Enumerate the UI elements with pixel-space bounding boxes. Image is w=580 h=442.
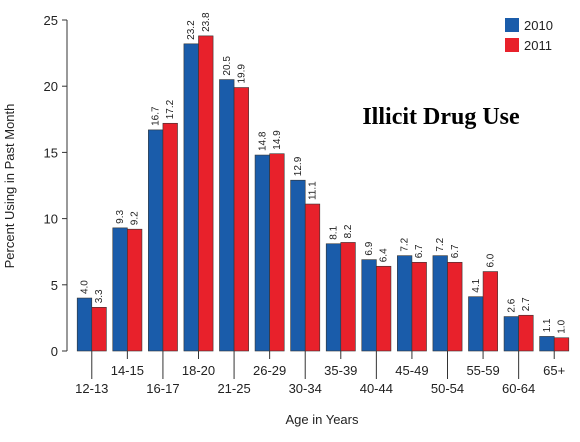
y-tick-label: 5 (51, 278, 58, 293)
value-label: 2.6 (506, 298, 517, 312)
x-tick-label: 26-29 (253, 363, 286, 378)
legend-label: 2010 (524, 18, 553, 33)
value-label: 8.2 (343, 224, 354, 238)
bar (198, 35, 214, 352)
x-tick-label: 16-17 (146, 381, 179, 396)
x-tick-label: 21-25 (217, 381, 250, 396)
value-label: 12.9 (293, 156, 304, 176)
bar (91, 307, 107, 352)
value-label: 1.1 (542, 318, 553, 332)
value-label: 9.3 (115, 210, 126, 224)
bar (233, 87, 249, 352)
x-tick-label: 18-20 (182, 363, 215, 378)
x-tick-label: 50-54 (431, 381, 464, 396)
x-tick-label: 65+ (543, 363, 565, 378)
value-label: 3.3 (94, 289, 105, 303)
bar (127, 228, 143, 352)
value-label: 7.2 (435, 237, 446, 251)
x-axis-label: Age in Years (285, 412, 359, 427)
value-label: 6.9 (364, 241, 375, 255)
value-label: 14.9 (272, 130, 283, 150)
bar (112, 227, 128, 352)
y-tick-label: 15 (44, 145, 58, 160)
x-tick-label: 60-64 (502, 381, 535, 396)
value-label: 14.8 (257, 131, 268, 151)
bar (553, 337, 570, 352)
value-label: 16.7 (151, 106, 162, 126)
value-label: 4.1 (471, 278, 482, 292)
value-label: 11.1 (308, 181, 319, 200)
value-label: 6.4 (379, 248, 390, 262)
value-label: 19.9 (236, 64, 247, 84)
bar (219, 79, 235, 352)
x-tick-label: 45-49 (395, 363, 428, 378)
x-tick-label: 12-13 (75, 381, 108, 396)
bar (376, 265, 392, 352)
x-tick-label: 35-39 (324, 363, 357, 378)
bar (76, 297, 93, 352)
bar (411, 261, 427, 352)
value-label: 23.2 (186, 20, 197, 40)
y-tick-label: 10 (44, 212, 58, 227)
x-tick-label: 55-59 (466, 363, 499, 378)
value-label: 8.1 (328, 225, 339, 239)
bar (482, 271, 498, 352)
legend-label: 2011 (524, 38, 552, 53)
y-axis-label: Percent Using in Past Month (2, 104, 17, 269)
value-label: 23.8 (201, 12, 212, 32)
value-label: 9.2 (130, 211, 141, 225)
value-label: 4.0 (79, 280, 90, 294)
bar (304, 203, 321, 352)
y-tick-label: 20 (44, 79, 58, 94)
bar (254, 154, 270, 352)
legend-swatch (505, 38, 519, 52)
value-label: 20.5 (222, 56, 233, 76)
bar (447, 261, 463, 352)
bar (468, 296, 484, 352)
bar (518, 314, 534, 352)
bar (432, 255, 448, 352)
bar (539, 336, 555, 352)
bar (340, 242, 356, 352)
x-tick-label: 14-15 (111, 363, 144, 378)
y-tick-label: 0 (51, 344, 58, 359)
value-label: 6.7 (450, 244, 461, 258)
value-label: 7.2 (400, 237, 411, 251)
value-label: 17.2 (165, 99, 176, 119)
bar (183, 43, 199, 352)
y-tick-label: 25 (44, 13, 58, 28)
value-label: 1.0 (557, 319, 568, 333)
bar (361, 259, 377, 352)
value-label: 6.0 (485, 253, 496, 267)
value-label: 6.7 (414, 244, 425, 258)
x-tick-label: 30-34 (289, 381, 322, 396)
legend-swatch (505, 18, 519, 32)
x-tick-label: 40-44 (360, 381, 393, 396)
chart-title: Illicit Drug Use (362, 104, 520, 130)
bar (148, 129, 164, 352)
value-label: 2.7 (521, 297, 532, 311)
bar (290, 179, 306, 352)
bar (325, 243, 342, 352)
bar (397, 255, 413, 352)
bar (269, 153, 285, 352)
bar (503, 316, 519, 352)
bar (162, 122, 178, 352)
